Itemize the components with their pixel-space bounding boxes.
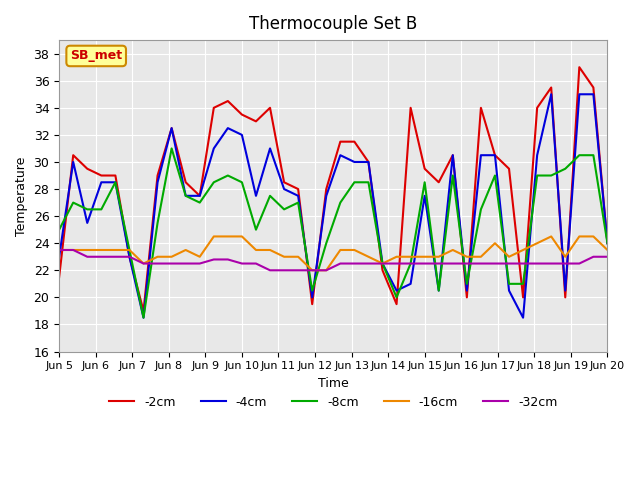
Y-axis label: Temperature: Temperature <box>15 156 28 236</box>
Legend: -2cm, -4cm, -8cm, -16cm, -32cm: -2cm, -4cm, -8cm, -16cm, -32cm <box>104 391 563 414</box>
Text: SB_met: SB_met <box>70 49 122 62</box>
Title: Thermocouple Set B: Thermocouple Set B <box>249 15 417 33</box>
X-axis label: Time: Time <box>318 377 349 390</box>
